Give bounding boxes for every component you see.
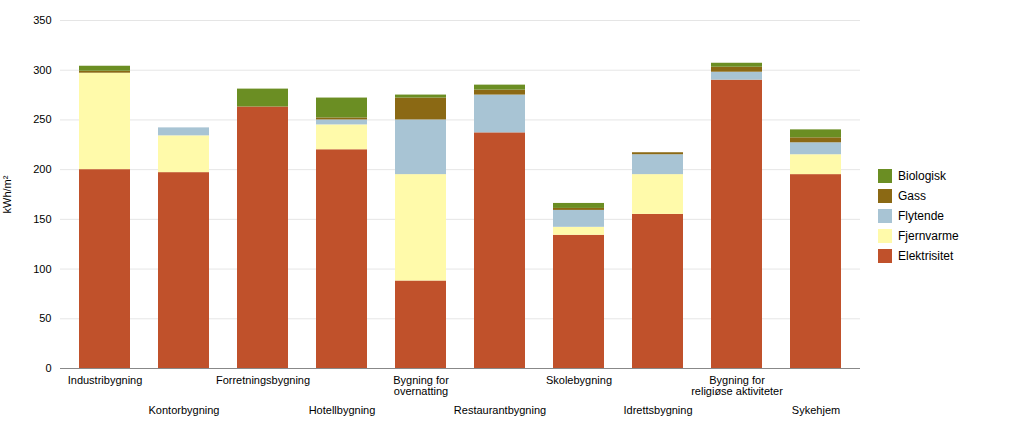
svg-text:Skolebygning: Skolebygning bbox=[546, 374, 612, 386]
svg-text:50: 50 bbox=[39, 312, 51, 324]
svg-text:150: 150 bbox=[33, 213, 51, 225]
svg-text:Kontorbygning: Kontorbygning bbox=[149, 404, 220, 416]
html-text:Gass: Gass bbox=[898, 189, 926, 203]
svg-text:Sykehjem: Sykehjem bbox=[792, 404, 840, 416]
html-text:Flytende: Flytende bbox=[898, 209, 944, 223]
svg-text:Forretningsbygning: Forretningsbygning bbox=[216, 374, 310, 386]
html-text:Elektrisitet: Elektrisitet bbox=[898, 249, 954, 263]
svg-text:200: 200 bbox=[33, 163, 51, 175]
svg-text:Bygning forreligiøse aktivitet: Bygning forreligiøse aktiviteter bbox=[691, 374, 783, 397]
svg-text:250: 250 bbox=[33, 113, 51, 125]
svg-text:Bygning forovernatting: Bygning forovernatting bbox=[393, 374, 449, 397]
svg-text:kWh/m²: kWh/m² bbox=[1, 175, 13, 213]
svg-text:Hotellbygning: Hotellbygning bbox=[309, 404, 376, 416]
html-text:Fjernvarme: Fjernvarme bbox=[898, 229, 959, 243]
svg-text:Industribygning: Industribygning bbox=[68, 374, 143, 386]
svg-text:Restaurantbygning: Restaurantbygning bbox=[454, 404, 546, 416]
svg-text:0: 0 bbox=[45, 362, 51, 374]
svg-text:100: 100 bbox=[33, 263, 51, 275]
svg-text:300: 300 bbox=[33, 64, 51, 76]
svg-text:350: 350 bbox=[33, 14, 51, 26]
html-text:Biologisk: Biologisk bbox=[898, 169, 946, 183]
svg-text:Idrettsbygning: Idrettsbygning bbox=[623, 404, 692, 416]
